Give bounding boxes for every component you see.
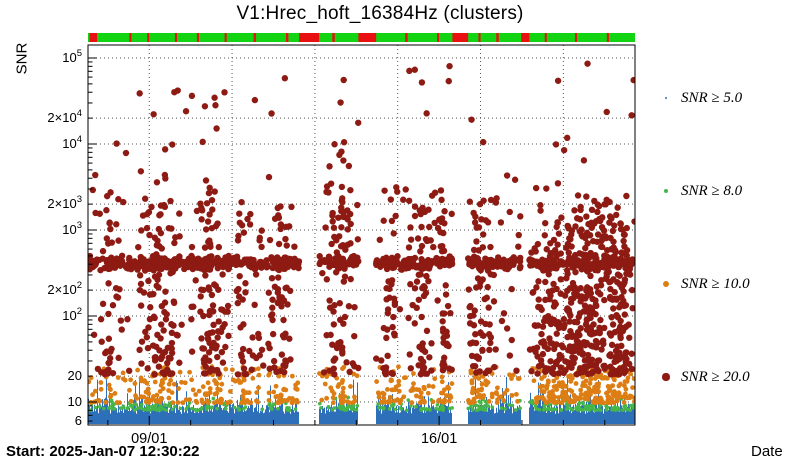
status-alarm-segment (452, 33, 469, 42)
status-alarm-segment (285, 33, 289, 42)
y-tick-label: 102 (62, 306, 82, 323)
plot-frame (87, 44, 636, 426)
status-alarm-segment (437, 33, 440, 42)
y-tick-label: 10 (68, 394, 82, 409)
status-alarm-segment (358, 33, 377, 42)
y-tick-label: 2×103 (47, 194, 82, 211)
legend-marker-icon (663, 188, 669, 194)
y-tick-label: 103 (62, 220, 82, 237)
status-alarm-segment (224, 33, 227, 42)
status-strip (88, 33, 635, 42)
status-alarm-segment (405, 33, 408, 42)
page-title: V1:Hrec_hoft_16384Hz (clusters) (236, 3, 524, 24)
legend-item: SNR ≥ 5.0 (658, 88, 742, 108)
legend-item-label: SNR ≥ 20.0 (681, 368, 750, 385)
start-time-label: Start: 2025-Jan-07 12:30:22 (6, 443, 200, 460)
status-alarm-segment (174, 33, 177, 42)
status-alarm-segment (606, 33, 609, 42)
axis-ticks (88, 57, 606, 425)
status-alarm-segment (574, 33, 578, 42)
legend-item: SNR ≥ 10.0 (658, 274, 750, 294)
status-alarm-segment (196, 33, 199, 42)
status-alarm-segment (147, 33, 150, 42)
y-tick-label: 2×102 (47, 280, 82, 297)
tick-labels: 105 2×104 104 2×103 103 2×102 102 20 10 6 09/01 16/… (47, 48, 457, 447)
legend-item-label: SNR ≥ 8.0 (681, 182, 743, 199)
status-alarm-segment (89, 33, 98, 42)
status-alarm-segment (544, 33, 547, 42)
legend-item: SNR ≥ 8.0 (658, 181, 742, 201)
y-tick-label: 6 (75, 413, 82, 428)
legend-item-label: SNR ≥ 10.0 (681, 275, 750, 292)
legend-item: SNR ≥ 20.0 (658, 367, 750, 387)
x-axis-title: Date (751, 443, 783, 460)
y-tick-label: 105 (62, 48, 82, 65)
status-alarm-segment (521, 33, 530, 42)
status-alarm-segment (129, 33, 132, 42)
legend-marker-icon (663, 281, 669, 287)
legend: SNR ≥ 5.0 SNR ≥ 8.0 SNR ≥ 10.0 SNR ≥ 20.0 (658, 88, 805, 398)
legend-marker-icon (662, 373, 670, 381)
x-tick-label: 09/01 (131, 431, 167, 447)
status-alarm-segment (299, 33, 320, 42)
status-alarm-segment (253, 33, 257, 42)
y-tick-label: 20 (68, 368, 82, 383)
x-tick-label: 16/01 (421, 431, 457, 447)
status-alarm-segment (496, 33, 499, 42)
y-tick-label: 104 (62, 134, 82, 151)
series-snr5-points (88, 375, 635, 424)
legend-item-label: SNR ≥ 5.0 (681, 89, 743, 106)
legend-marker-icon (664, 96, 668, 100)
status-alarm-segment (478, 33, 481, 42)
series-snr20-points (88, 60, 635, 378)
status-alarm-segment (332, 33, 335, 42)
y-tick-label: 2×104 (47, 108, 82, 125)
